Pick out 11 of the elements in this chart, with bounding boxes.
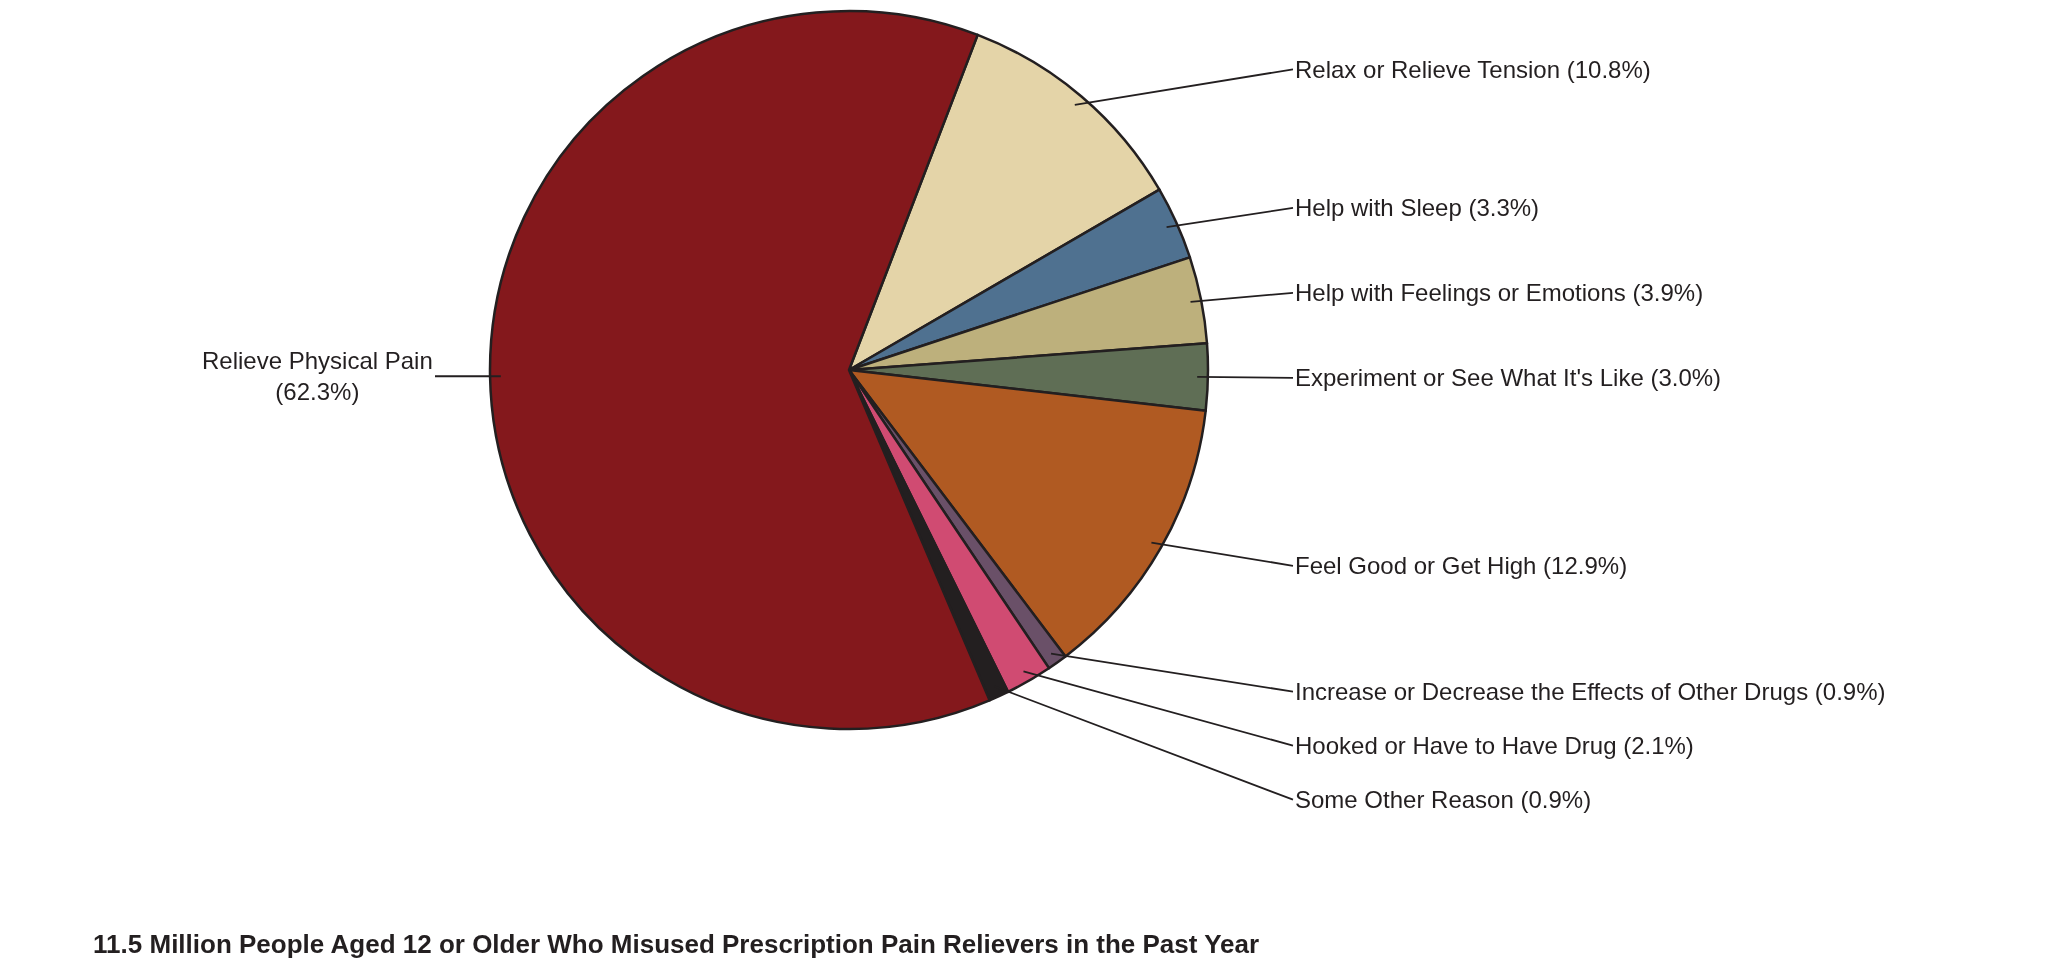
slice-label: Feel Good or Get High (12.9%) [1295,552,1628,579]
slice-label: Relax or Relieve Tension (10.8%) [1295,56,1651,83]
slice-label: Help with Feelings or Emotions (3.9%) [1295,279,1704,306]
slice-label: Help with Sleep (3.3%) [1295,194,1540,221]
slice-label: Relieve Physical Pain [202,347,433,374]
slice-label: Experiment or See What It's Like (3.0%) [1295,364,1722,391]
slice-label: Increase or Decrease the Effects of Other Drugs (0.9%) [1295,678,1886,705]
text: 11.5 Million People Aged 12 or Older Who Misused Prescription Pain Relievers in the Past Year [93,928,1260,959]
data-label: (62.3%) [275,378,360,406]
slice-label: Hooked or Have to Have Drug (2.1%) [1295,732,1694,759]
slice-label: Some Other Reason (0.9%) [1295,786,1592,813]
